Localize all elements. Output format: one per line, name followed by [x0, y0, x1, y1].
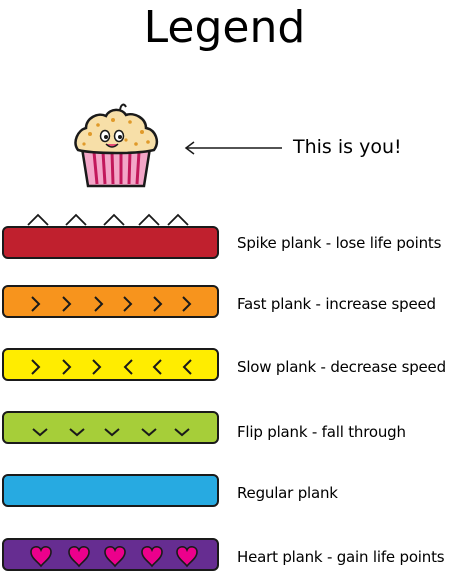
spike-plank-label: Spike plank - lose life points [237, 234, 442, 252]
cupcake-icon [74, 103, 158, 188]
fast-plank [2, 285, 219, 318]
spike-plank [2, 226, 219, 259]
legend-row-spike: Spike plank - lose life points [0, 213, 449, 264]
heart-plank-label: Heart plank - gain life points [237, 548, 445, 566]
player-legend-row: This is you! [0, 100, 449, 195]
heart-icon [30, 545, 198, 567]
arrow-left-icon [184, 141, 282, 155]
chevron-right-icon [31, 296, 192, 312]
regular-plank [2, 474, 219, 507]
heart-plank [2, 538, 219, 571]
chevron-down-icon [32, 428, 190, 437]
page-title: Legend [143, 2, 306, 53]
chevron-right-left-icon [31, 359, 192, 375]
player-label: This is you! [293, 136, 402, 158]
regular-plank-label: Regular plank [237, 484, 338, 502]
slow-plank [2, 348, 219, 381]
legend-row-slow: Slow plank - decrease speed [0, 348, 449, 388]
flip-plank [2, 411, 219, 444]
flip-plank-label: Flip plank - fall through [237, 423, 406, 441]
slow-plank-label: Slow plank - decrease speed [237, 358, 446, 376]
legend-row-fast: Fast plank - increase speed [0, 285, 449, 325]
spike-icon [27, 213, 189, 226]
fast-plank-label: Fast plank - increase speed [237, 295, 436, 313]
legend-row-regular: Regular plank [0, 474, 449, 514]
legend-row-flip: Flip plank - fall through [0, 411, 449, 451]
legend-row-heart: Heart plank - gain life points [0, 538, 449, 578]
